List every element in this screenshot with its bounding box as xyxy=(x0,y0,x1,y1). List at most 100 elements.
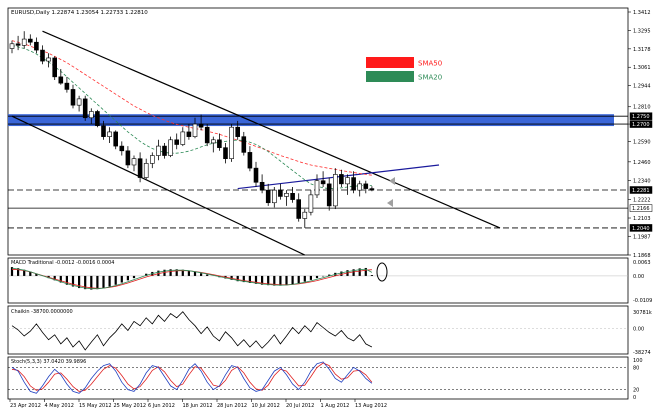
candle-body xyxy=(357,183,363,191)
price-badge xyxy=(629,186,653,194)
time-tick-label: 20 Jul 2012 xyxy=(286,403,314,409)
candle-body xyxy=(27,38,33,43)
price-tick-label: 1.2810 xyxy=(633,105,651,111)
candle-body xyxy=(64,82,70,90)
macd-tick-label: -0.0109 xyxy=(633,298,652,304)
trendlines xyxy=(11,30,501,256)
candle-body xyxy=(46,57,51,62)
time-tick-label: 1 Aug 2012 xyxy=(321,403,350,409)
candle-body xyxy=(9,43,15,49)
symbol-header: EURUSD,Daily 1.22874 1.23054 1.22733 1.2… xyxy=(11,10,148,16)
candle-body xyxy=(339,174,344,185)
arrow-left-marker-upper xyxy=(389,177,395,185)
candle-body xyxy=(150,155,155,164)
price-badge-label: 1.2700 xyxy=(632,122,650,128)
candle-body xyxy=(21,38,27,46)
candle-body xyxy=(314,180,320,196)
candle-body xyxy=(95,111,100,126)
macd-highlight-ellipse xyxy=(376,262,388,282)
candle-body xyxy=(156,145,161,156)
candle-body xyxy=(58,76,64,84)
time-tick-label: 15 May 2012 xyxy=(79,403,112,409)
price-tick-label: 1.1987 xyxy=(633,234,651,240)
candle-body xyxy=(137,158,143,178)
legend-label-sma50: SMA50 xyxy=(418,60,442,68)
trendline-0 xyxy=(42,30,501,229)
chaikin-tick-label: 30781k xyxy=(633,310,652,316)
candle-body xyxy=(247,152,253,169)
price-badge xyxy=(629,120,653,128)
candle-body xyxy=(363,183,369,189)
macd-label: MACD Traditional -0.0012 -0.0016 0.0004 xyxy=(11,260,114,266)
candle-body xyxy=(229,126,234,159)
candle-body xyxy=(204,126,210,144)
stoch-tick-label: 80 xyxy=(633,365,639,371)
sma20-line xyxy=(11,45,372,190)
time-tick-label: 28 Jun 2012 xyxy=(217,403,247,409)
candle-body xyxy=(332,174,338,207)
price-badge-label: 1.2040 xyxy=(632,226,650,232)
price-badge-label: 1.2166 xyxy=(632,206,650,212)
price-tick-label: 1.2944 xyxy=(633,84,651,90)
legend-swatch-sma20 xyxy=(366,71,414,82)
price-badge-label: 1.2281 xyxy=(632,188,650,194)
chaikin-label: Chaikin -38700.0000000 xyxy=(11,309,73,315)
price-tick-label: 1.3295 xyxy=(633,28,651,34)
price-tick-label: 1.3061 xyxy=(633,65,651,71)
candle-body xyxy=(278,189,283,197)
sma50-line xyxy=(11,40,372,176)
stoch-tick-label: 100 xyxy=(633,358,643,364)
candle-body xyxy=(76,98,82,106)
price-tick-label: 1.3178 xyxy=(633,47,651,53)
stoch-tick-label: 20 xyxy=(633,388,639,394)
macd-panel-frame xyxy=(7,257,629,304)
candle-body xyxy=(265,189,271,204)
candle-body xyxy=(119,145,125,152)
candle-body xyxy=(40,49,45,62)
price-badge xyxy=(629,112,653,120)
resistance-band xyxy=(8,114,614,127)
candle-body xyxy=(271,189,277,204)
price-tick-label: 1.2222 xyxy=(633,197,651,203)
arrow-left-marker-lower xyxy=(387,199,393,207)
stoch-signal-line xyxy=(11,362,373,392)
candle-body xyxy=(241,136,247,153)
horizontal-levels xyxy=(8,114,628,229)
candle-body xyxy=(174,139,179,145)
chaikin-panel-frame xyxy=(7,305,629,355)
macd-tick-label: 0.00 xyxy=(633,274,644,280)
price-tick-label: 1.1868 xyxy=(633,253,651,259)
time-tick-label: 13 Aug 2012 xyxy=(355,403,387,409)
price-tick-label: 1.2460 xyxy=(633,160,651,166)
stoch-panel-frame xyxy=(7,356,629,400)
time-axis: 23 Apr 2012 4 May 2012 15 May 2012 25 May 2… xyxy=(9,399,387,409)
candle-body xyxy=(107,131,112,137)
candle-body xyxy=(290,193,295,200)
time-tick-label: 18 Jun 2012 xyxy=(183,403,213,409)
candle-body xyxy=(143,163,149,178)
chaikin-indicator: 30781k 0.00 -38274 xyxy=(8,310,652,356)
candle-body xyxy=(82,98,88,119)
candle-body xyxy=(34,41,39,51)
time-tick-label: 6 Jun 2012 xyxy=(148,403,175,409)
macd-indicator: 0.0063 0.00 -0.0109 xyxy=(8,260,652,304)
price-badge xyxy=(629,224,653,232)
main-panel-frame xyxy=(7,7,629,256)
macd-main-line xyxy=(11,267,373,290)
price-axis: 1.3412 1.3295 1.3178 1.3061 1.2944 1.2810 1.27… xyxy=(628,10,653,259)
time-tick-label: 25 May 2012 xyxy=(114,403,147,409)
candle-body xyxy=(125,150,131,166)
candle-body xyxy=(186,131,192,137)
price-tick-label: 1.2340 xyxy=(633,179,651,185)
moving-averages xyxy=(11,40,372,190)
legend-swatch-sma50 xyxy=(366,57,414,68)
stoch-tick-label: 0 xyxy=(633,395,636,401)
candle-body xyxy=(223,147,228,159)
candle-body xyxy=(345,177,350,185)
candle-body xyxy=(131,158,137,166)
time-tick-label: 4 May 2012 xyxy=(45,403,74,409)
candle-body xyxy=(326,183,332,207)
candle-body xyxy=(284,193,289,197)
